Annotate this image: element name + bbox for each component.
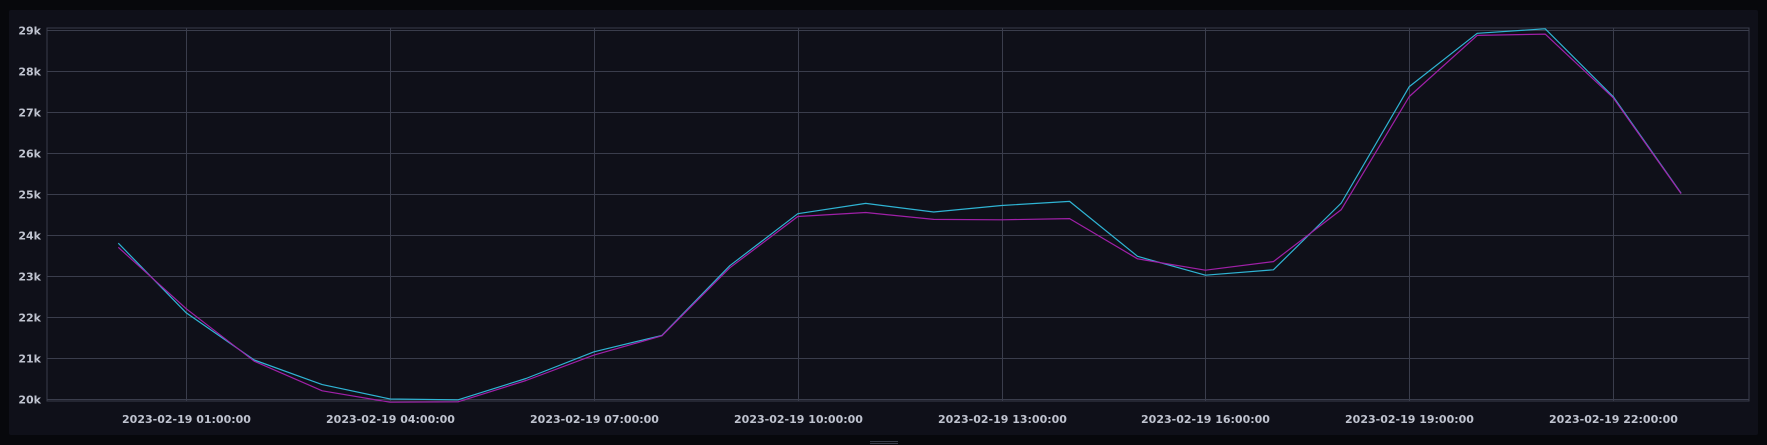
x-axis: 2023-02-19 01:00:00 2023-02-19 04:00:00 20… <box>122 413 1678 426</box>
y-tick-label: 25k <box>18 189 41 202</box>
y-tick-label: 23k <box>18 271 41 284</box>
x-tick-label: 2023-02-19 07:00:00 <box>530 413 659 426</box>
x-tick-label: 2023-02-19 16:00:00 <box>1141 413 1270 426</box>
series-lines <box>117 28 1682 403</box>
y-tick-label: 22k <box>18 312 41 325</box>
series-line-2 <box>117 33 1682 403</box>
y-axis: 20k 21k 22k 23k 24k 25k 26k 27k 28k 29k <box>18 25 41 407</box>
x-tick-label: 2023-02-19 04:00:00 <box>326 413 455 426</box>
x-tick-label: 2023-02-19 10:00:00 <box>734 413 863 426</box>
plot-frame <box>46 27 1750 402</box>
x-tick-label: 2023-02-19 01:00:00 <box>122 413 251 426</box>
y-tick-label: 21k <box>18 353 41 366</box>
y-tick-label: 20k <box>18 394 41 407</box>
x-tick-label: 2023-02-19 13:00:00 <box>938 413 1067 426</box>
x-tick-label: 2023-02-19 22:00:00 <box>1549 413 1678 426</box>
y-tick-label: 26k <box>18 148 41 161</box>
y-tick-label: 28k <box>18 66 41 79</box>
chart-panel <box>9 10 1758 435</box>
x-tick-label: 2023-02-19 19:00:00 <box>1345 413 1474 426</box>
y-tick-label: 27k <box>18 107 41 120</box>
y-tick-label: 29k <box>18 25 41 38</box>
y-tick-label: 24k <box>18 230 41 243</box>
legend-toggle-handle[interactable] <box>870 441 898 444</box>
grid <box>46 27 1750 402</box>
series-line-1 <box>117 28 1682 401</box>
